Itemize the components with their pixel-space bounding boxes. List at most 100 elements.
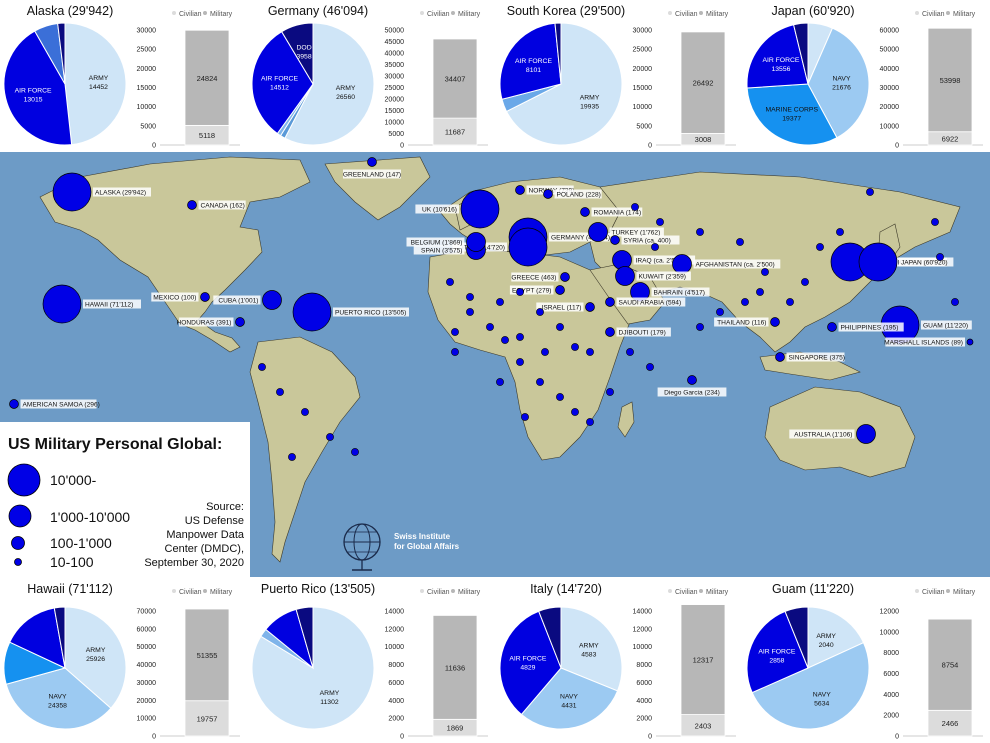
map-label: AFGHANISTAN (ca. 2'500) [696,262,775,269]
map-point-small [486,323,494,331]
map-point [605,327,615,337]
tick-label: 8000 [883,650,899,657]
tick-label: 0 [152,734,156,741]
bar-military-value: 12317 [693,656,714,665]
map-point-small [451,328,459,336]
map-label: THAILAND (116) [717,320,766,327]
pie-value: 19935 [580,104,599,111]
bar-military-value: 34407 [445,75,466,84]
tick-label: 5000 [388,131,404,138]
legend-item: 10-100 [50,554,94,570]
bar-civilian-value: 6922 [942,134,959,143]
map-point [585,302,595,312]
map-point-small [816,243,824,251]
map-label: EGYPT (279) [512,288,551,295]
tick-label: 15000 [633,85,653,92]
map-label: SPAIN (3'575) [421,248,462,255]
pie-label: AIR FORCE [15,87,52,94]
map-point-small [801,278,809,286]
map-point [543,189,553,199]
legend-civilian: Civilian [427,589,450,596]
map-label: BAHRAIN (4'517) [654,290,705,297]
pie-value: 4829 [520,664,535,671]
puerto-rico-panel: Puerto Rico (13'505) ARMY 11302 Civilian Mil… [248,578,495,743]
legend-circle-small [11,536,25,550]
tick-label: 0 [648,734,652,741]
tick-label: 10000 [137,716,157,723]
tick-label: 60000 [137,626,157,633]
tick-label: 40000 [880,66,900,73]
pie-label: ARMY [86,647,106,654]
pie-value: 2858 [769,657,784,664]
map-label: JAPAN (60'920) [901,260,948,267]
map-point-small [646,363,654,371]
bar-military-value: 51355 [197,651,218,660]
tick-label: 6000 [388,680,404,687]
pie-value: 2040 [819,642,834,649]
pie-label: AIR FORCE [261,76,298,83]
panel-title: Puerto Rico (13'505) [260,582,376,596]
pie-slice [538,606,562,669]
bar-civilian-value: 19757 [197,714,218,723]
map-point-small [276,388,284,396]
map-label: PHILIPPINES (195) [841,325,899,332]
tick-label: 40000 [385,51,405,58]
map-label: SINGAPORE (375) [789,355,845,362]
pie-value: 14512 [270,85,289,92]
legend-civilian: Civilian [427,11,450,18]
map-point [555,285,565,295]
map-point [560,272,570,282]
map-point-small [626,348,634,356]
tick-label: 25000 [633,47,653,54]
map-point-small [696,228,704,236]
map-point-small [556,323,564,331]
map-label: SYRIA (ca. 400) [624,238,671,245]
pie-value: 26560 [336,94,355,101]
pie-slice [295,606,314,669]
tick-label: 2000 [388,716,404,723]
map-point [52,172,92,212]
pie-label: NAVY [560,694,578,701]
pie-value: 4431 [561,703,576,710]
bar-military-value: 11636 [445,663,465,672]
map-label: POLAND (228) [557,192,601,199]
madagascar [617,401,635,438]
map-point-small [496,298,504,306]
pie-label: NAVY [833,76,851,83]
germany-panel: Germany (46'094) ARMY 26560 AIR FORCE 14512 D… [248,0,495,152]
tick-label: 10000 [385,120,405,127]
tick-label: 2000 [636,716,652,723]
map-point [235,317,245,327]
size-legend: US Military Personal Global: 10'000- 1'0… [0,422,250,577]
map-point [515,185,525,195]
pie-label: ARMY [579,642,599,649]
tick-label: 50000 [880,47,900,54]
map-label: KUWAIT (2'359) [639,274,686,281]
map-point-small [536,308,544,316]
tick-label: 4000 [636,698,652,705]
panel-title: Germany (46'094) [267,4,369,18]
pie-slice [560,606,623,692]
tick-label: 2000 [883,713,899,720]
bar-civilian-value: 2403 [695,721,712,730]
pie-label: ARMY [320,690,340,697]
map-label: HAWAII (71'112) [85,302,133,309]
legend-military: Military [458,11,481,18]
map-point-small [606,388,614,396]
pie-label: ARMY [89,75,109,82]
tick-label: 15000 [385,108,405,115]
map-point [460,189,500,229]
map-point [770,317,780,327]
tick-label: 5000 [636,123,652,130]
tick-label: 14000 [633,609,653,616]
pie-slice [5,667,112,730]
bar-civilian [927,709,973,737]
map-point-small [756,288,764,296]
map-label: GERMANY (46'094) [551,235,610,242]
pie-slice [746,24,809,89]
map-point-small [501,336,509,344]
pie-slice [57,22,66,85]
pie-label: AIR FORCE [758,648,795,655]
panel-title: South Korea (29'500) [506,4,626,18]
bar-military [432,615,478,720]
